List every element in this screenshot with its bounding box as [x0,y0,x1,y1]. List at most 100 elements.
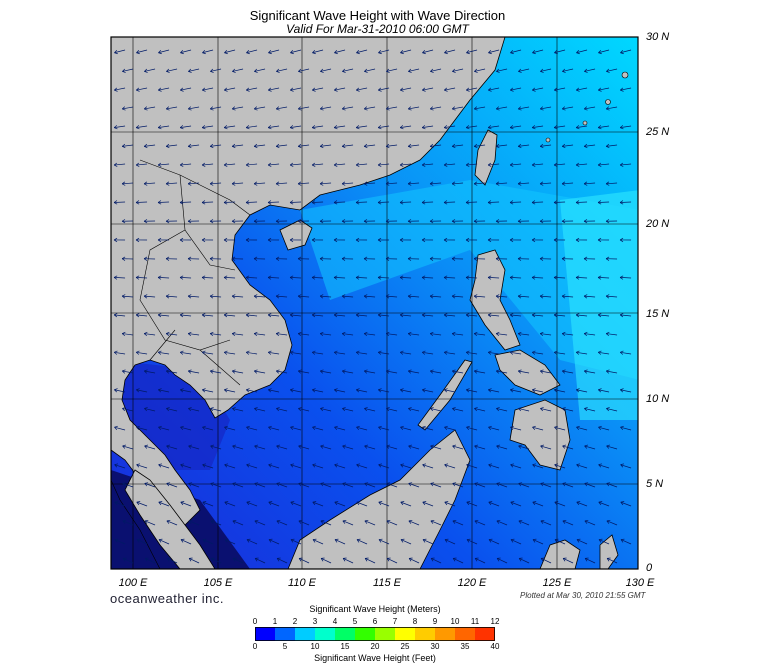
wave-arrow [166,407,178,412]
wave-arrow [187,106,200,111]
wave-arrow [246,538,258,545]
chart-subtitle: Valid For Mar-31-2010 06:00 GMT [286,22,469,36]
wave-arrow [157,237,170,243]
wave-arrow [576,501,588,507]
wave-arrow [275,294,288,299]
wave-arrow [598,49,610,55]
wave-arrow [289,162,302,167]
wave-arrow [474,444,486,450]
wave-arrow [121,294,134,299]
wave-arrow [539,143,552,149]
wave-arrow [188,407,200,412]
wave-arrow [488,501,500,507]
wave-arrow [465,162,478,167]
wave-arrow [495,106,508,111]
wave-arrow [276,482,288,488]
wave-arrow [561,294,574,299]
wave-arrow [209,294,222,299]
wave-arrow [245,162,258,167]
legend-color-swatch [275,627,296,641]
wave-arrow [165,106,178,111]
wave-arrow [399,200,412,205]
wave-arrow [540,557,552,564]
wave-arrow [429,143,442,149]
wave-arrow [517,181,530,186]
legend-feet-tick: 0 [252,642,258,651]
wave-arrow [275,331,288,337]
wave-arrow [158,538,170,545]
wave-arrow [275,219,288,224]
legend-color-swatch [335,627,356,641]
wave-arrow [210,444,222,450]
wave-arrow [298,557,310,564]
wave-arrow [554,49,566,55]
wave-arrow [356,49,368,55]
wave-arrow [209,143,222,149]
wave-arrow [452,482,464,488]
malay-peninsula [124,469,216,569]
wave-direction-arrows [113,49,632,564]
wave-arrow [144,557,156,564]
wave-arrow [341,143,354,149]
wave-arrow [422,87,434,92]
wave-arrow [245,275,258,280]
wave-arrow [224,388,236,393]
wave-arrow [201,275,214,280]
wave-arrow [135,275,148,280]
wave-arrow [319,181,332,186]
wave-arrow [232,482,244,488]
wave-arrow [319,331,332,337]
wave-arrow [187,219,200,224]
wave-arrow [157,125,170,130]
wave-arrow [378,425,390,431]
wave-arrow [334,425,346,431]
wave-arrow [466,501,478,507]
wave-arrow [509,125,522,130]
wave-arrow [451,331,464,337]
wave-arrow [400,501,412,507]
wave-arrow [312,501,324,507]
wave-arrow [246,49,258,55]
wave-arrow [144,407,156,412]
wave-arrow [363,143,376,149]
wave-arrow [289,125,302,130]
wave-arrow [619,237,632,243]
wave-arrow [231,256,244,261]
wave-arrow [496,407,508,412]
wave-arrow [488,388,500,393]
wave-arrow [246,388,258,393]
wave-arrow [509,162,522,167]
wave-arrow [311,125,324,130]
wave-arrow [619,162,632,167]
wave-arrow [474,482,486,488]
wave-arrow [400,388,412,393]
wave-arrow [113,200,126,205]
wave-arrow [386,68,398,73]
wave-arrow [298,407,310,412]
legend-feet-tick: 40 [490,642,500,651]
wave-arrow [122,444,134,450]
wave-arrow [561,106,574,111]
wave-arrow [605,256,618,261]
wave-arrow [267,162,280,167]
wave-arrow [562,557,574,564]
wave-arrow [187,143,200,149]
wave-arrow [540,369,552,374]
wave-arrow [575,162,588,167]
wave-arrow [408,519,420,526]
wave-arrow [276,407,288,412]
wave-arrow [223,200,236,205]
wave-arrow [180,463,192,469]
wave-arrow [187,181,200,186]
plotted-timestamp: Plotted at Mar 30, 2010 21:55 GMT [520,591,646,600]
wave-arrow [408,482,420,488]
wave-arrow [158,87,170,92]
wave-arrow [121,106,134,111]
wave-arrow [209,256,222,261]
wave-arrow [319,294,332,299]
legend-color-swatch [295,627,316,641]
wave-arrow [187,256,200,261]
wave-arrow [584,68,596,73]
wave-arrow [510,388,522,393]
wave-arrow [510,538,522,545]
